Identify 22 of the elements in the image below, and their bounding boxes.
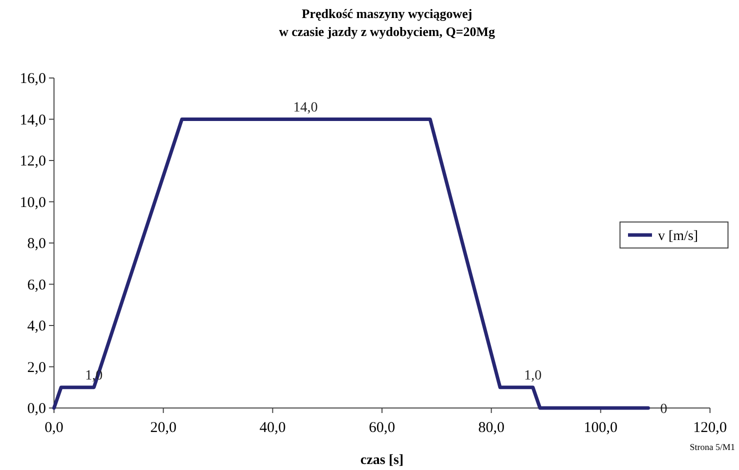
x-tick-label: 0,0	[44, 420, 64, 436]
x-tick-label: 120,0	[693, 420, 727, 436]
y-tick-label: 4,0	[27, 318, 46, 334]
x-tick-label: 20,0	[150, 420, 176, 436]
x-axis-title: czas [s]	[360, 453, 404, 468]
y-tick-label: 0,0	[27, 401, 46, 417]
y-tick-label: 2,0	[27, 360, 46, 376]
text: Strona 5/M1	[690, 442, 735, 452]
x-tick-label: 40,0	[260, 420, 286, 436]
x-tick-label: 80,0	[478, 420, 504, 436]
x-tick-label: 100,0	[584, 420, 618, 436]
y-tick-label: 10,0	[20, 194, 46, 211]
y-tick-label: 12,0	[20, 154, 46, 170]
y-tick-label: 8,0	[27, 236, 46, 252]
data-label: 1,0	[524, 368, 542, 384]
y-tick-label: 6,0	[27, 277, 46, 294]
y-tick-label: 16,0	[20, 71, 46, 87]
x-tick-label: 60,0	[368, 420, 396, 436]
legend-label: v [m/s]	[658, 229, 698, 244]
y-tick-label: 14,0	[20, 112, 46, 128]
chart-title: Prędkość maszyny wyciągowej w czasie jazdy z wydobyciem, Q=20Mg	[278, 6, 496, 39]
data-label: 14,0	[293, 100, 318, 116]
